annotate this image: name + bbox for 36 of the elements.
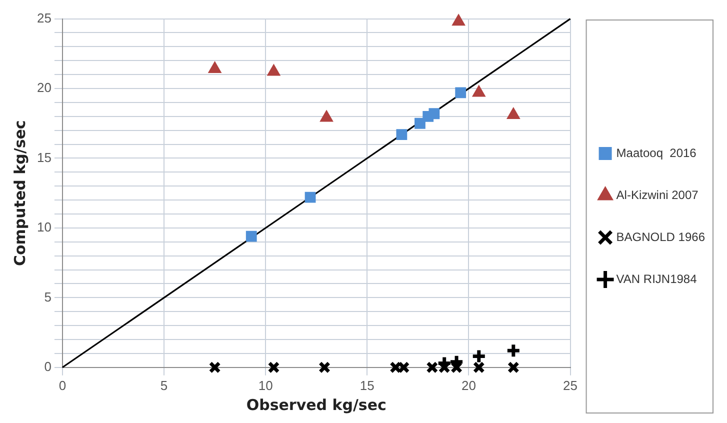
point	[396, 129, 408, 140]
point	[455, 87, 466, 98]
legend-label: Maatooq 2016	[616, 146, 697, 160]
x-tick-label: 10	[258, 378, 273, 393]
legend-label: BAGNOLD 1966	[616, 230, 706, 244]
point	[268, 361, 280, 374]
point	[208, 361, 221, 374]
y-tick-label: 15	[36, 150, 52, 165]
point	[414, 118, 426, 129]
point	[320, 110, 334, 122]
x-tick-label: 15	[360, 378, 374, 393]
point	[506, 108, 520, 120]
point	[506, 342, 522, 358]
point	[208, 62, 222, 73]
point	[452, 14, 466, 26]
legend-label: Al-Kizwini 2007	[616, 188, 699, 202]
x-tick-label: 20	[461, 378, 476, 393]
y-tick-label: 10	[36, 220, 52, 235]
y-tick-label: 25	[36, 10, 52, 26]
point	[507, 361, 520, 374]
y-tick-label: 0	[44, 358, 52, 374]
legend-label: VAN RIJN1984	[616, 272, 698, 286]
x-tick-label: 5	[160, 378, 168, 393]
point	[426, 361, 438, 374]
point	[472, 85, 486, 97]
point	[318, 361, 330, 374]
x-axis-title: Observed kg/sec	[246, 396, 386, 414]
y-tick-label: 5	[44, 289, 52, 304]
x-tick-label: 25	[563, 378, 578, 393]
point	[267, 64, 280, 76]
x-tick-label: 0	[58, 378, 66, 393]
point	[304, 192, 316, 203]
y-tick-label: 20	[36, 80, 52, 96]
point	[428, 108, 440, 120]
y-axis-title: Computed kg/sec	[10, 120, 29, 266]
point	[246, 230, 257, 242]
